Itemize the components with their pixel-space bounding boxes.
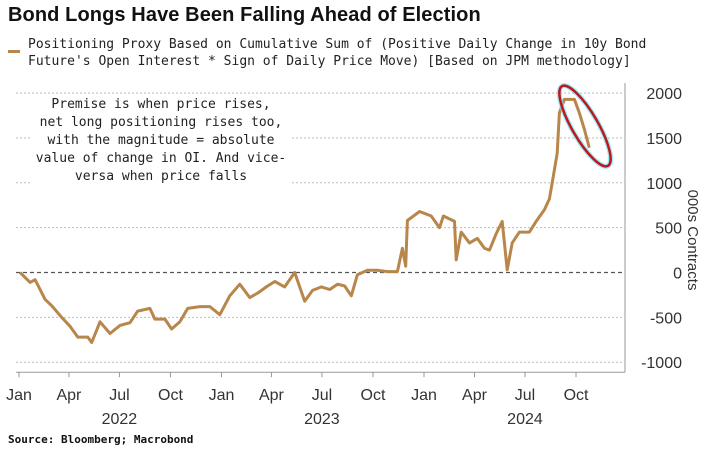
x-tick-label: Apr bbox=[462, 387, 488, 404]
source-note: Source: Bloomberg; Macrobond bbox=[8, 433, 194, 446]
y-tick-label: 1000 bbox=[646, 176, 682, 193]
x-tick-label: Jan bbox=[209, 387, 235, 404]
annotation-line: net long positioning rises too, bbox=[39, 115, 283, 130]
legend-swatch bbox=[8, 50, 20, 53]
y-axis-label: 000s Contracts bbox=[684, 190, 701, 291]
year-label: 2024 bbox=[507, 411, 543, 428]
annotation-line: Premise is when price rises, bbox=[51, 97, 271, 112]
highlight-ellipse bbox=[558, 84, 612, 168]
chart-title: Bond Longs Have Been Falling Ahead of El… bbox=[8, 4, 481, 26]
x-tick-label: Jan bbox=[6, 387, 32, 404]
annotation-line: value of change in OI. And vice- bbox=[35, 151, 287, 166]
series-line bbox=[19, 97, 591, 344]
legend: Positioning Proxy Based on Cumulative Su… bbox=[8, 36, 646, 70]
annotation-box: Premise is when price rises, net long po… bbox=[30, 96, 292, 186]
y-tick-label: 1500 bbox=[646, 131, 682, 148]
y-tick-label: 500 bbox=[655, 221, 682, 238]
x-tick-label: Oct bbox=[158, 387, 183, 404]
annotation-line: with the magnitude = absolute bbox=[47, 133, 275, 148]
year-label: 2023 bbox=[304, 411, 340, 428]
x-tick-label: Apr bbox=[259, 387, 285, 404]
legend-line-1: Positioning Proxy Based on Cumulative Su… bbox=[28, 37, 647, 52]
x-tick-label: Jul bbox=[109, 387, 129, 404]
annotation-line: versa when price falls bbox=[74, 169, 248, 184]
x-tick-label: Jul bbox=[515, 387, 535, 404]
x-tick-label: Jul bbox=[312, 387, 332, 404]
legend-line-2: Future's Open Interest * Sign of Daily P… bbox=[28, 54, 631, 69]
y-tick-label: -1000 bbox=[641, 355, 682, 372]
x-tick-label: Oct bbox=[361, 387, 386, 404]
x-tick-label: Apr bbox=[56, 387, 82, 404]
y-tick-label: -500 bbox=[650, 310, 682, 327]
y-tick-label: 2000 bbox=[646, 86, 682, 103]
y-tick-label: 0 bbox=[673, 266, 682, 283]
x-tick-label: Jan bbox=[411, 387, 437, 404]
year-label: 2022 bbox=[102, 411, 138, 428]
x-tick-label: Oct bbox=[564, 387, 589, 404]
